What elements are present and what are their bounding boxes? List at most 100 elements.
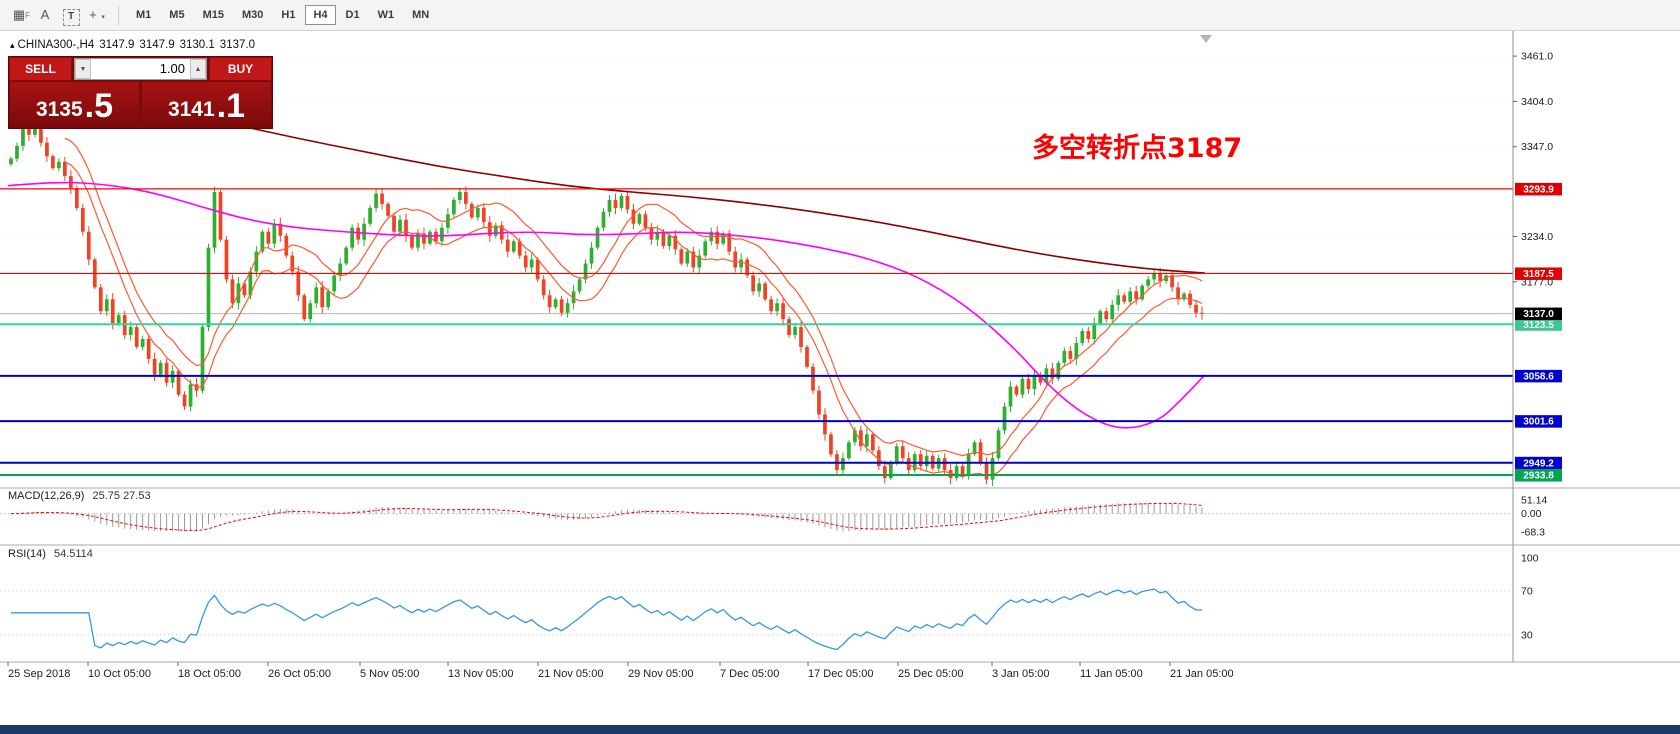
candle-body [571, 291, 576, 304]
candle-body [57, 161, 61, 169]
candle-body [673, 235, 678, 250]
candle-body [493, 225, 498, 236]
candle-body [1026, 378, 1031, 390]
price-badge-label: 3001.6 [1523, 417, 1554, 428]
text-label-icon[interactable]: A [32, 3, 58, 27]
candle-body [559, 299, 564, 313]
price-badge [1515, 469, 1562, 482]
price-badge-label: 3137.0 [1523, 309, 1554, 320]
candle-body [200, 327, 205, 391]
candle-body [284, 235, 289, 256]
candle-body [416, 233, 420, 248]
candle-body [996, 430, 1001, 459]
grid-windows-icon[interactable]: ▦ F [6, 3, 32, 27]
candle-body [966, 454, 971, 475]
timeframe-d1[interactable]: D1 [338, 5, 368, 25]
candle-body [589, 247, 594, 264]
candle-body [278, 223, 283, 236]
candle-body [104, 299, 109, 312]
macd-values: 25.75 27.53 [92, 490, 151, 502]
price-badge [1515, 318, 1562, 331]
candle-body [667, 235, 672, 247]
chart-text-annotation[interactable]: 多空转折点3187 [1032, 133, 1243, 164]
candle-body [529, 259, 534, 268]
lot-size-value[interactable]: 1.00 [159, 61, 185, 76]
timeframe-m1[interactable]: M1 [128, 5, 159, 25]
symbol-title: CHINA300-,H4 [17, 39, 95, 51]
timeframe-h1[interactable]: H1 [273, 5, 303, 25]
buy-button[interactable]: BUY [209, 57, 272, 81]
candle-body [787, 319, 791, 336]
candle-body [691, 251, 696, 268]
timeframe-m5[interactable]: M5 [161, 5, 192, 25]
candle-body [218, 192, 223, 240]
expand-icon[interactable]: ▴ [10, 40, 15, 50]
time-label: 3 Jan 05:00 [992, 668, 1050, 680]
crosshair-icon[interactable]: + ▾ [84, 3, 110, 27]
price-badge [1515, 369, 1562, 383]
candle-body [1158, 273, 1162, 281]
candle-body [811, 366, 815, 391]
buy-price-display[interactable]: 3141 .1 [142, 82, 271, 126]
lot-increase-button[interactable]: ▲ [190, 59, 206, 79]
text-box-icon[interactable]: T [58, 3, 84, 27]
symbol-info: ▴ CHINA300-,H4 3147.9 3147.9 3130.1 3137.0 [10, 39, 255, 51]
ohlc-high: 3147.9 [139, 39, 175, 51]
candle-body [757, 283, 761, 292]
window-bottom-bar [0, 725, 1680, 734]
candle-body [847, 442, 851, 459]
candle-body [553, 299, 558, 308]
candle-body [206, 247, 211, 328]
candle-body [398, 219, 402, 232]
chart-shift-marker[interactable] [1200, 35, 1212, 43]
candle-body [1176, 287, 1180, 300]
candle-body [302, 295, 307, 320]
candle-body [80, 207, 85, 232]
price-badge-label: 3123.5 [1523, 320, 1554, 331]
candle-body [308, 303, 313, 320]
candle-body [775, 303, 779, 312]
candle-body [1068, 350, 1073, 359]
candle-body [625, 195, 630, 210]
candle-body [1164, 275, 1168, 281]
timeframe-w1[interactable]: W1 [370, 5, 403, 25]
candle-body [601, 211, 606, 228]
candle-body [338, 263, 343, 276]
candle-body [1152, 273, 1156, 280]
candle-body [607, 199, 612, 212]
price-badge-label: 2933.8 [1523, 471, 1554, 482]
candle-body [290, 255, 295, 272]
candle-body [21, 128, 25, 146]
price-badge-label: 3293.9 [1523, 184, 1554, 195]
candle-body [541, 279, 546, 296]
candle-body [134, 327, 139, 347]
candle-body [918, 454, 923, 467]
candle-body [972, 442, 977, 455]
candle-body [894, 446, 899, 463]
candle-body [1020, 378, 1025, 395]
candle-body [637, 214, 642, 224]
candle-body [27, 128, 31, 135]
candle-body [511, 241, 516, 252]
candle-body [1050, 368, 1055, 379]
sell-price-display[interactable]: 3135 .5 [10, 82, 139, 126]
candle-body [254, 251, 259, 272]
timeframe-m15[interactable]: M15 [195, 5, 232, 25]
candle-body [523, 255, 528, 268]
timeframe-mn[interactable]: MN [404, 5, 437, 25]
candle-body [1074, 342, 1079, 359]
sell-button[interactable]: SELL [9, 57, 72, 81]
candle-body [595, 227, 600, 248]
candle-body [1080, 331, 1085, 343]
timeframe-h4[interactable]: H4 [305, 5, 336, 25]
candle-body [565, 303, 570, 313]
candle-body [517, 241, 522, 256]
lot-decrease-button[interactable]: ▼ [75, 59, 91, 79]
candle-body [661, 231, 666, 247]
sell-price-main: 3135 [35, 98, 83, 121]
candle-body [15, 145, 19, 159]
timeframe-m30[interactable]: M30 [234, 5, 271, 25]
time-label: 10 Oct 05:00 [88, 668, 151, 680]
time-label: 21 Nov 05:00 [538, 668, 603, 680]
